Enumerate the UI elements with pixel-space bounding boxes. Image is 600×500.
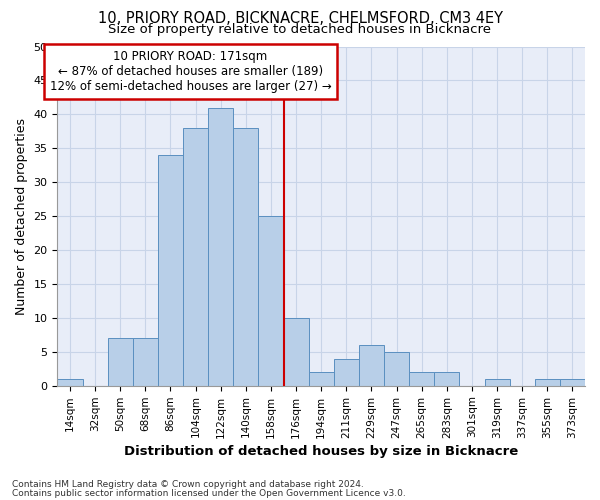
Text: 10, PRIORY ROAD, BICKNACRE, CHELMSFORD, CM3 4EY: 10, PRIORY ROAD, BICKNACRE, CHELMSFORD, … [97,11,503,26]
Bar [434,372,460,386]
Y-axis label: Number of detached properties: Number of detached properties [15,118,28,314]
Bar [259,216,284,386]
Bar [384,352,409,386]
Bar [208,108,233,386]
Text: 10 PRIORY ROAD: 171sqm
← 87% of detached houses are smaller (189)
12% of semi-de: 10 PRIORY ROAD: 171sqm ← 87% of detached… [50,50,331,93]
Text: Contains public sector information licensed under the Open Government Licence v3: Contains public sector information licen… [12,488,406,498]
Bar [133,338,158,386]
X-axis label: Distribution of detached houses by size in Bicknacre: Distribution of detached houses by size … [124,444,518,458]
Bar [485,379,509,386]
Bar [334,358,359,386]
Bar [308,372,334,386]
Bar [183,128,208,386]
Text: Contains HM Land Registry data © Crown copyright and database right 2024.: Contains HM Land Registry data © Crown c… [12,480,364,489]
Bar [409,372,434,386]
Bar [359,345,384,386]
Bar [107,338,133,386]
Bar [284,318,308,386]
Bar [233,128,259,386]
Bar [58,379,83,386]
Bar [535,379,560,386]
Bar [158,155,183,386]
Text: Size of property relative to detached houses in Bicknacre: Size of property relative to detached ho… [109,24,491,36]
Bar [560,379,585,386]
